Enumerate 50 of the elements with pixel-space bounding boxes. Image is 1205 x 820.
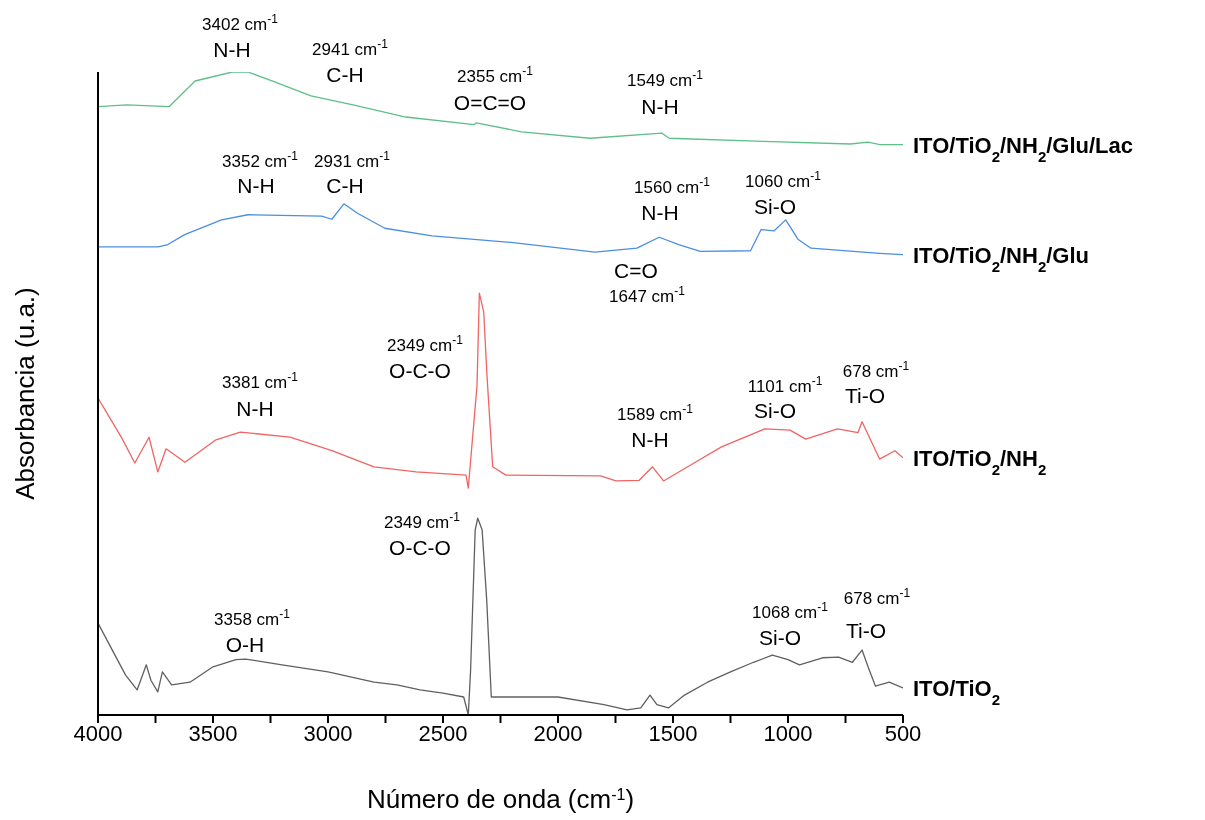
annotation: O-C-O: [389, 536, 451, 559]
series-label: ITO/TiO$_{2}$/NH$_{2}$/Glu/Lac: [913, 132, 1134, 165]
x-tick-label: 2500: [418, 720, 468, 746]
annotation: N-H: [641, 201, 679, 224]
annotation: O-H: [225, 633, 265, 656]
annotation: 1060 cm$^{-1}$: [745, 169, 822, 191]
annotation: 2349 cm$^{-1}$: [387, 333, 464, 355]
annotation: N-H: [236, 397, 274, 420]
annotation: Si-O: [754, 399, 796, 422]
annotation: 678 cm$^{-1}$: [843, 586, 911, 608]
annotation: O=C=O: [453, 91, 527, 114]
y-axis-title: Absorbancia (u.a.): [10, 287, 40, 500]
series-label: ITO/TiO$_{2}$: [913, 675, 1000, 708]
annotation: 1560 cm$^{-1}$: [634, 175, 711, 197]
x-tick-label: 1000: [763, 720, 813, 746]
annotation: 2931 cm$^{-1}$: [314, 149, 391, 171]
annotation: 1589 cm$^{-1}$: [617, 402, 694, 424]
text: 2941 cm$^{-1}$: [312, 37, 389, 59]
annotation: 1068 cm$^{-1}$: [752, 600, 829, 622]
annotation: N-H: [237, 174, 275, 197]
x-tick-label: 2000: [533, 720, 583, 746]
x-tick-label: 1500: [648, 720, 698, 746]
annotation: 1549 cm$^{-1}$: [627, 68, 704, 90]
annotation: Ti-O: [844, 384, 886, 407]
annotation: Si-O: [754, 195, 796, 218]
annotation: N-H: [631, 428, 669, 451]
x-tick-label: 3500: [188, 720, 238, 746]
annotation: 1647 cm$^{-1}$: [609, 284, 686, 306]
x-tick-label: 4000: [73, 720, 123, 746]
annotation: C=O: [614, 259, 658, 282]
x-tick-label: 500: [884, 720, 922, 746]
x-tick-label: 3000: [303, 720, 353, 746]
annotation: 3358 cm$^{-1}$: [214, 607, 291, 629]
annotation: N-H: [641, 95, 679, 118]
annotation: 2349 cm$^{-1}$: [384, 510, 461, 532]
annotation: 3381 cm$^{-1}$: [222, 370, 299, 392]
text: 3402 cm$^{-1}$: [202, 12, 279, 34]
series-label: ITO/TiO$_{2}$/NH$_{2}$/Glu: [913, 242, 1090, 275]
text: N-H: [213, 38, 251, 61]
annotation: 2355 cm$^{-1}$: [457, 64, 534, 86]
annotation: Ti-O: [845, 619, 887, 642]
annotation: Si-O: [759, 626, 801, 649]
annotation: O-C-O: [389, 359, 451, 382]
x-axis-title: Número de onda (cm$^{-1}$): [366, 784, 635, 814]
annotation: C-H: [326, 174, 364, 197]
annotation: C-H: [326, 63, 364, 86]
annotation: 1101 cm$^{-1}$: [747, 374, 823, 396]
annotation: 3352 cm$^{-1}$: [222, 149, 299, 171]
annotation: 678 cm$^{-1}$: [842, 359, 910, 381]
series-label: ITO/TiO$_{2}$/NH$_{2}$: [913, 445, 1047, 478]
